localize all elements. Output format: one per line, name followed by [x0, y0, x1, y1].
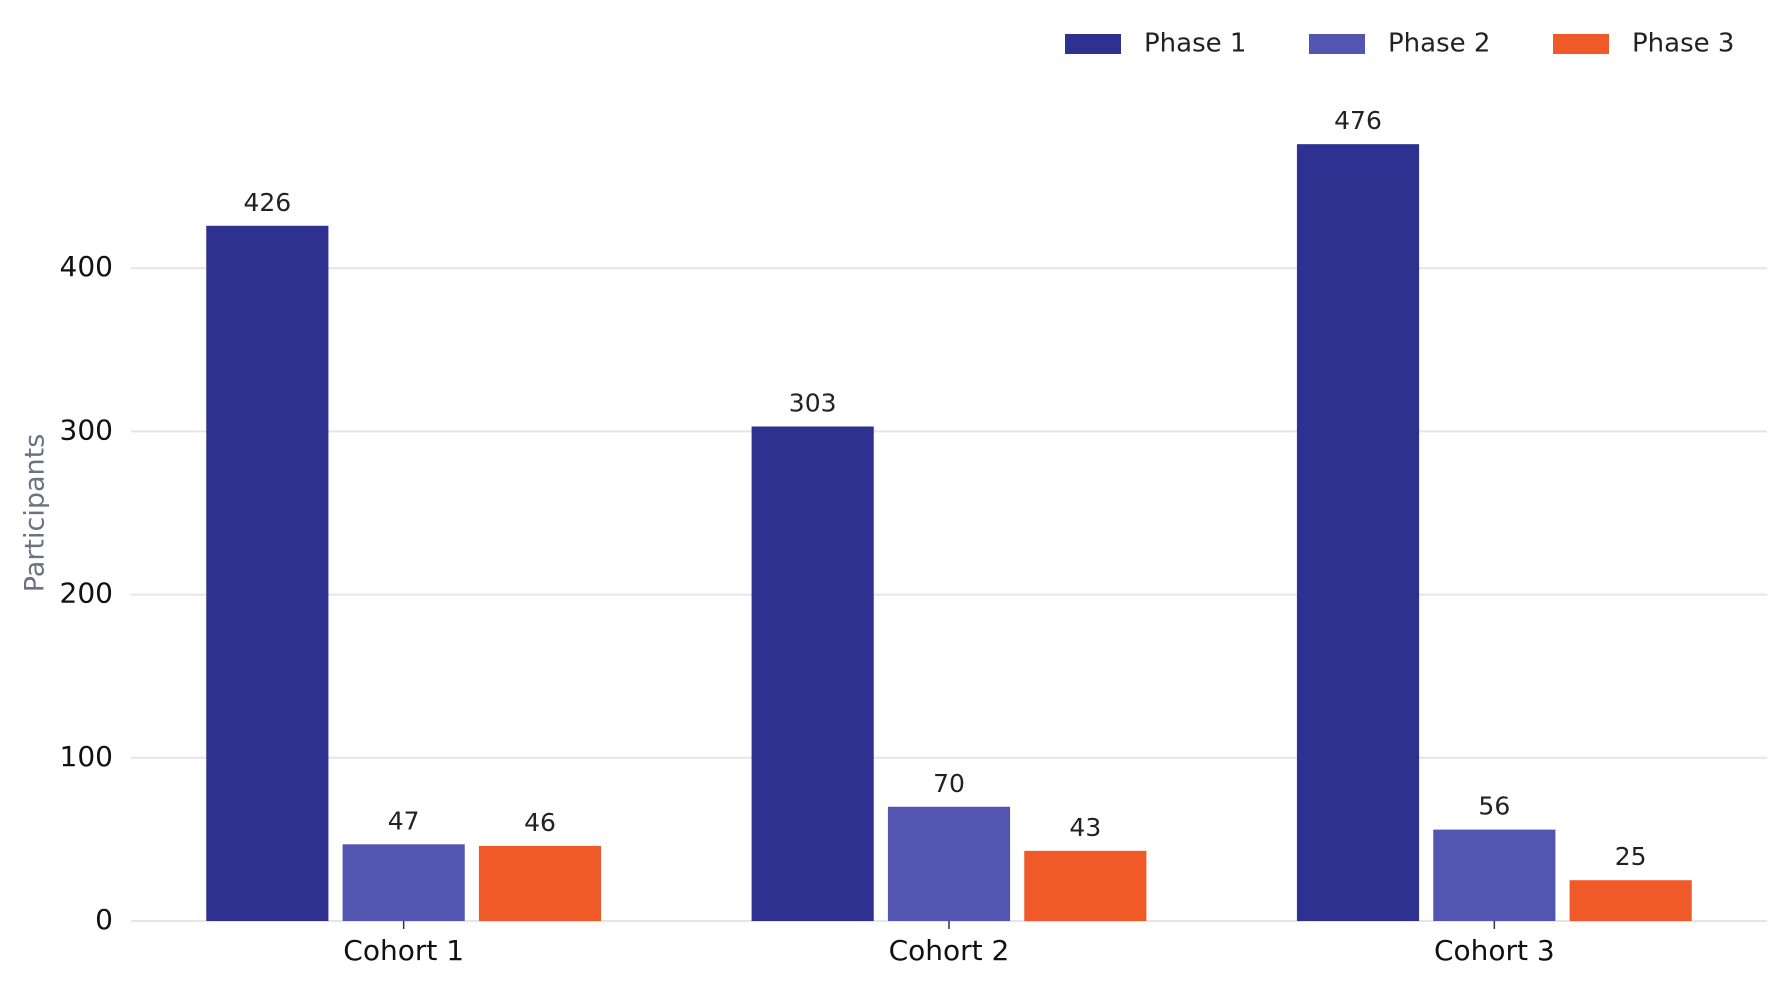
value-label: 25: [1615, 842, 1647, 871]
y-tick-label: 300: [60, 413, 113, 446]
x-tick-label: Cohort 1: [343, 934, 464, 967]
legend-label: Phase 1: [1144, 29, 1246, 59]
bar: [1296, 144, 1420, 922]
y-tick-label: 100: [60, 740, 113, 773]
value-label: 70: [933, 769, 965, 798]
value-label: 303: [789, 389, 837, 418]
legend-swatch: [1553, 34, 1609, 54]
bar: [887, 806, 1011, 921]
value-label: 426: [243, 188, 291, 217]
value-label: 56: [1478, 792, 1510, 821]
bar: [478, 845, 602, 921]
bar: [206, 225, 329, 921]
legend-swatch: [1309, 34, 1365, 54]
value-label: 43: [1069, 813, 1101, 842]
legend-label: Phase 2: [1388, 29, 1490, 59]
value-label: 47: [388, 806, 420, 835]
bar: [751, 426, 874, 921]
legend-swatch: [1065, 34, 1121, 54]
y-axis-label: Participants: [20, 434, 51, 593]
y-tick-label: 400: [60, 250, 113, 283]
y-tick-label: 0: [95, 903, 113, 936]
x-tick-label: Cohort 3: [1434, 934, 1555, 967]
bar: [1569, 880, 1692, 921]
bar: [1024, 850, 1147, 921]
legend-label: Phase 3: [1632, 29, 1734, 59]
value-label: 476: [1334, 106, 1382, 135]
x-tick-label: Cohort 2: [889, 934, 1010, 967]
bar: [342, 844, 465, 921]
bar: [1433, 829, 1556, 921]
value-label: 46: [524, 808, 556, 837]
y-tick-label: 200: [60, 577, 113, 610]
